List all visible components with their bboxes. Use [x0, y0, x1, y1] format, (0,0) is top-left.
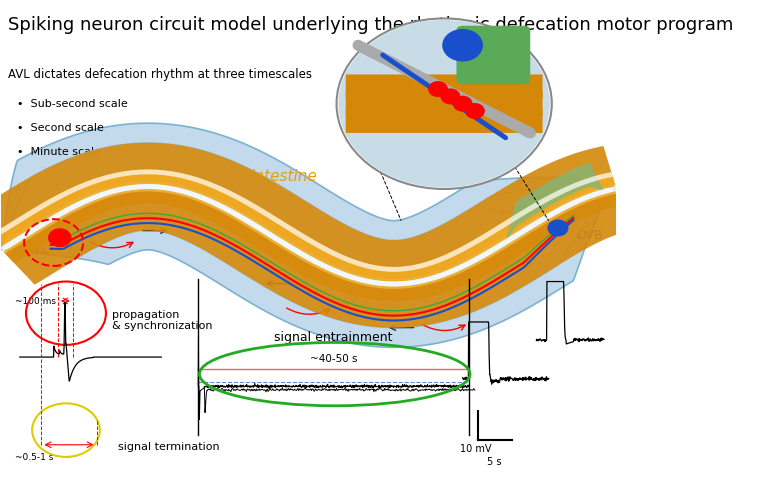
Text: ~100 ms: ~100 ms [15, 296, 56, 306]
Polygon shape [505, 163, 604, 242]
Circle shape [429, 82, 447, 97]
Polygon shape [5, 192, 629, 328]
Text: signal entrainment: signal entrainment [274, 331, 393, 344]
Text: propagation
& synchronization: propagation & synchronization [112, 310, 213, 331]
Text: AVL: AVL [26, 244, 49, 256]
Circle shape [454, 97, 472, 111]
Polygon shape [0, 170, 613, 272]
Polygon shape [0, 184, 617, 287]
Text: •  Minute scale: • Minute scale [17, 147, 101, 157]
Circle shape [466, 104, 484, 118]
Text: AVL dictates defecation rhythm at three timescales: AVL dictates defecation rhythm at three … [8, 68, 312, 81]
Polygon shape [2, 143, 616, 328]
FancyBboxPatch shape [457, 26, 530, 84]
FancyBboxPatch shape [346, 74, 543, 99]
Text: signal termination: signal termination [119, 442, 220, 452]
Polygon shape [2, 123, 616, 347]
Circle shape [338, 20, 550, 188]
Text: INX-1: INX-1 [487, 206, 517, 216]
FancyBboxPatch shape [346, 92, 543, 116]
Circle shape [49, 229, 71, 246]
Circle shape [443, 30, 483, 61]
Circle shape [548, 220, 568, 236]
Polygon shape [0, 143, 615, 279]
Text: DVB: DVB [576, 229, 603, 242]
Text: 10 mV: 10 mV [460, 443, 491, 454]
Text: ~0.5-1 s: ~0.5-1 s [15, 453, 53, 463]
Text: Intestine: Intestine [251, 169, 318, 184]
Text: ~40-50 s: ~40-50 s [310, 354, 357, 365]
FancyBboxPatch shape [346, 109, 543, 133]
Text: 5 s: 5 s [487, 457, 502, 467]
Text: Spiking neuron circuit model underlying the rhythmic defecation motor program: Spiking neuron circuit model underlying … [8, 16, 733, 34]
Polygon shape [0, 170, 616, 282]
Text: •  Sub-second scale: • Sub-second scale [17, 98, 128, 109]
Circle shape [441, 89, 460, 104]
Circle shape [337, 19, 552, 189]
Text: •  Second scale: • Second scale [17, 123, 103, 133]
Polygon shape [3, 189, 622, 301]
